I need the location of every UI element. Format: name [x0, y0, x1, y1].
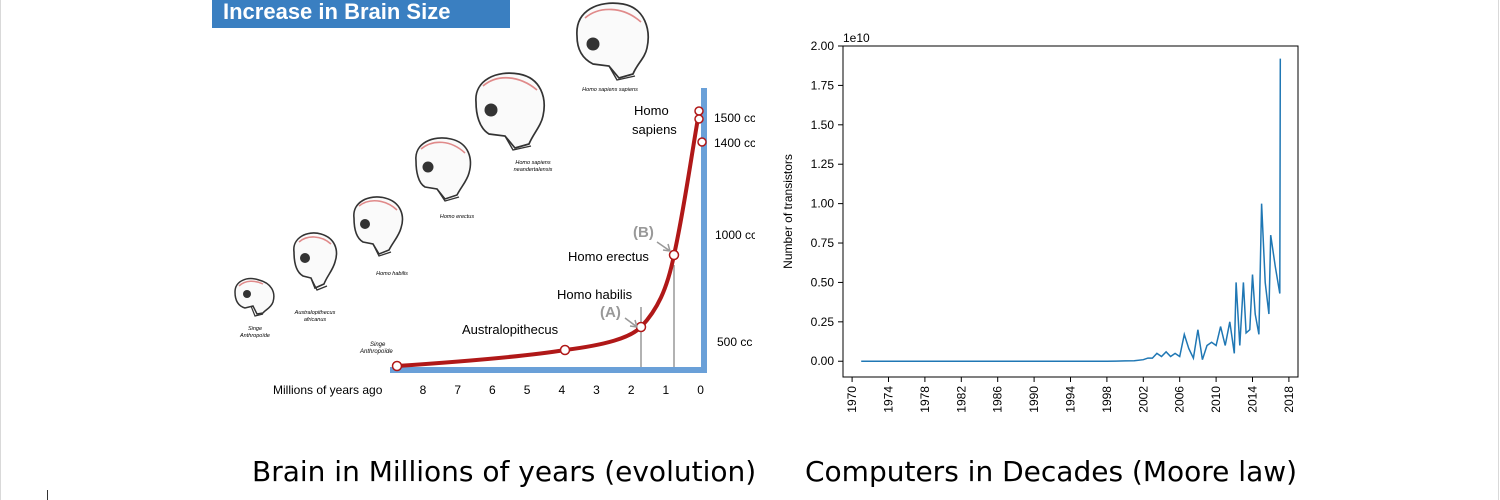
skull-caption-neandertalensis: Homo sapiens neandertalensis	[514, 160, 553, 173]
cc-label-1000: 1000 cc	[715, 228, 755, 242]
caption-left: Brain in Millions of years (evolution)	[252, 455, 757, 488]
y-tick-label: 1.00	[811, 197, 835, 211]
curve-marker-erectus	[668, 249, 680, 261]
skull-singe	[234, 277, 275, 317]
y-axis-label: Number of transistors	[781, 154, 795, 269]
skull-australopithecus	[293, 232, 338, 291]
x-tick-label: 2014	[1246, 386, 1260, 413]
series-line-transistors	[861, 58, 1282, 362]
x-tick-label: 1978	[918, 386, 932, 413]
cc-label-500: 500 cc	[717, 335, 752, 349]
skull-caption-habilis: Homo habilis	[376, 271, 408, 277]
y-tick-label: 0.75	[811, 236, 835, 250]
curve-marker-sapiens-2	[694, 114, 704, 124]
label-homo-erectus: Homo erectus	[568, 249, 649, 264]
cc-label-1500: 1500 cc	[714, 111, 755, 125]
x-tick-label: 1982	[954, 386, 968, 413]
x-tick-label: 2	[628, 383, 635, 397]
skull-homo-erectus	[415, 137, 472, 202]
skull-homo-sapiens	[576, 2, 649, 81]
x-tick-label: 1970	[845, 386, 859, 413]
skull-caption-erectus: Homo erectus	[440, 214, 474, 220]
label-homo-sapiens-line1: Homo	[634, 103, 669, 118]
x-tick-label: 1986	[991, 386, 1005, 413]
x-tick-label: 2002	[1136, 386, 1150, 413]
caption-right: Computers in Decades (Moore law)	[805, 455, 1298, 488]
skull-caption-singe: Singe Anthropoïde	[239, 326, 270, 339]
x-tick-label: 1	[663, 383, 670, 397]
x-tick-label: 2010	[1209, 386, 1223, 413]
cc-label-1400: 1400 cc	[714, 136, 755, 150]
page-border-right	[1498, 0, 1499, 500]
x-tick-label: 2006	[1173, 386, 1187, 413]
y-exponent-label: 1e10	[843, 31, 870, 45]
y-tick-label: 1.25	[811, 157, 835, 171]
label-australopithecus: Australopithecus	[462, 322, 559, 337]
y-tick-label: 0.25	[811, 315, 835, 329]
y-tick-label: 1.50	[811, 118, 835, 132]
x-tick-labels: 8 7 6 5 4 3 2 1 0	[420, 383, 705, 397]
x-tick-label: 1990	[1027, 386, 1041, 413]
curve-marker-sapiens-3	[697, 137, 707, 147]
label-homo-sapiens: Homo sapiens	[632, 103, 677, 137]
curve-marker-habilis	[635, 321, 647, 333]
x-tick-label: 0	[697, 383, 704, 397]
plot-frame	[842, 45, 1299, 378]
curve-marker-sapiens-1	[694, 106, 704, 116]
x-axis-title: Millions of years ago	[273, 383, 383, 397]
x-tick-label: 6	[489, 383, 496, 397]
x-tick-label: 2018	[1282, 386, 1296, 413]
y-tick-label: 0.50	[811, 275, 835, 289]
skull-caption-australopithecus: Australopithecus africanus	[294, 310, 336, 323]
x-tick-label: 8	[420, 383, 427, 397]
marker-b-arrow	[656, 241, 671, 252]
x-tick-label: 7	[454, 383, 461, 397]
text-cursor	[47, 490, 48, 500]
label-homo-sapiens-line2: sapiens	[632, 122, 677, 137]
y-tick-label: 2.00	[811, 39, 835, 53]
plot-area: 1e10 0.00 0.25 0.50 0.75 1.00 1.25 1.50 1.75 2.00…	[781, 31, 1299, 413]
x-tick-label: 3	[593, 383, 600, 397]
skull-homo-habilis	[353, 196, 404, 257]
start-label: Singe Anthropoïde	[359, 342, 393, 355]
x-tick-label: 4	[558, 383, 565, 397]
x-tick-label: 1998	[1100, 386, 1114, 413]
y-tick-label: 0.00	[811, 354, 835, 368]
banner-title: Increase in Brain Size	[223, 0, 450, 24]
marker-b: (B)	[633, 224, 654, 241]
x-tick-label: 1994	[1064, 386, 1078, 413]
marker-a-arrow	[624, 317, 638, 328]
label-homo-habilis: Homo habilis	[557, 287, 633, 302]
x-tick-label: 1974	[882, 386, 896, 413]
curve-marker-australopithecus	[559, 344, 571, 356]
banner-background	[212, 0, 510, 28]
marker-a: (A)	[600, 304, 621, 321]
curve-marker-start	[391, 360, 403, 372]
y-tick-label: 1.75	[811, 78, 835, 92]
moore-law-chart: 1e10 0.00 0.25 0.50 0.75 1.00 1.25 1.50 1.75 2.00…	[781, 31, 1299, 413]
x-tick-label: 5	[524, 383, 531, 397]
brain-evolution-figure: Increase in Brain Size Australopithecus …	[212, 0, 755, 397]
skull-caption-sapiens: Homo sapiens sapiens	[582, 87, 638, 93]
skull-neandertalensis	[475, 72, 545, 151]
page-border-left	[0, 0, 1, 500]
